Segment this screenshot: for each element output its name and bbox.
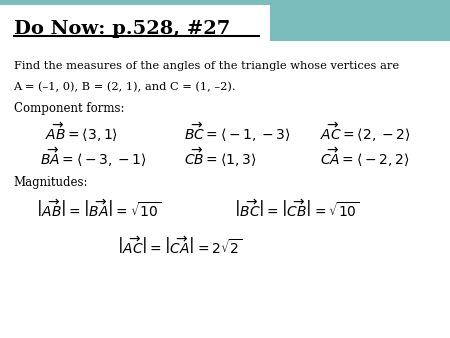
Text: $\overrightarrow{CB} = \langle 1,3\rangle$: $\overrightarrow{CB} = \langle 1,3\rangl…: [184, 145, 257, 169]
Text: $\left|\overrightarrow{BC}\right| = \left|\overrightarrow{CB}\right| = \sqrt{10}: $\left|\overrightarrow{BC}\right| = \lef…: [234, 198, 360, 220]
FancyBboxPatch shape: [0, 0, 450, 41]
Text: $\left|\overrightarrow{AC}\right| = \left|\overrightarrow{CA}\right| = 2\sqrt{2}: $\left|\overrightarrow{AC}\right| = \lef…: [117, 235, 243, 257]
Text: $\overrightarrow{BC} = \langle -1,-3\rangle$: $\overrightarrow{BC} = \langle -1,-3\ran…: [184, 120, 291, 144]
Text: Component forms:: Component forms:: [14, 102, 124, 115]
Text: $\overrightarrow{BA} = \langle -3,-1\rangle$: $\overrightarrow{BA} = \langle -3,-1\ran…: [40, 145, 147, 169]
Text: $\overrightarrow{CA} = \langle -2,2\rangle$: $\overrightarrow{CA} = \langle -2,2\rang…: [320, 145, 409, 169]
Text: $\overrightarrow{AB} = \langle 3,1\rangle$: $\overrightarrow{AB} = \langle 3,1\rangl…: [45, 120, 118, 144]
Text: $\left|\overrightarrow{AB}\right| = \left|\overrightarrow{BA}\right| = \sqrt{10}: $\left|\overrightarrow{AB}\right| = \lef…: [36, 198, 161, 220]
Text: $\overrightarrow{AC} = \langle 2,-2\rangle$: $\overrightarrow{AC} = \langle 2,-2\rang…: [320, 120, 410, 144]
Text: Find the measures of the angles of the triangle whose vertices are: Find the measures of the angles of the t…: [14, 61, 399, 71]
Text: A = (–1, 0), B = (2, 1), and C = (1, –2).: A = (–1, 0), B = (2, 1), and C = (1, –2)…: [14, 82, 236, 92]
Text: Magnitudes:: Magnitudes:: [14, 176, 88, 189]
Text: Do Now: p.528, #27: Do Now: p.528, #27: [14, 20, 230, 38]
FancyBboxPatch shape: [0, 5, 270, 52]
